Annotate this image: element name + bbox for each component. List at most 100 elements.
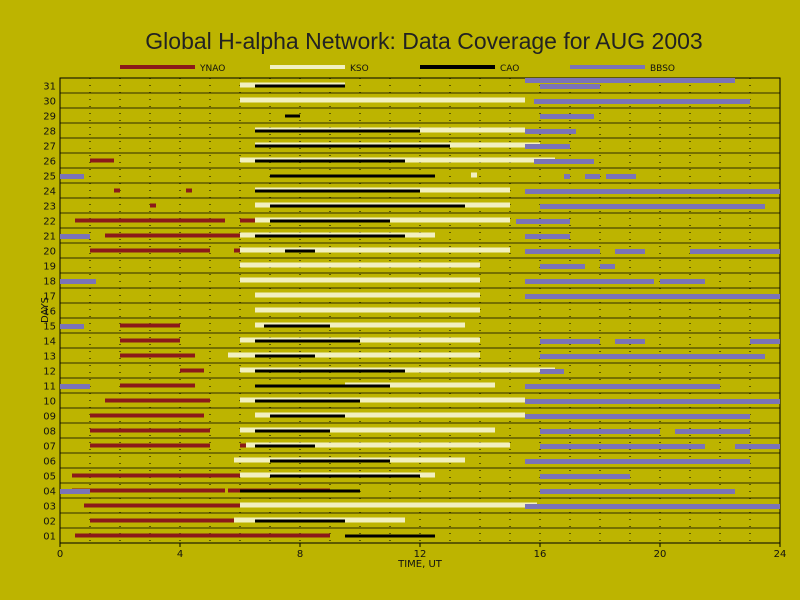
coverage-bar-bbso [540, 489, 735, 494]
coverage-bar-bbso [540, 204, 765, 209]
coverage-bar-ynao [105, 233, 240, 238]
coverage-bar-bbso [525, 249, 600, 254]
coverage-bar-cao [270, 204, 465, 208]
x-tick-label: 4 [177, 549, 183, 560]
coverage-bar-bbso [525, 414, 750, 419]
coverage-bar-bbso [525, 144, 570, 149]
coverage-bar-bbso [540, 369, 564, 374]
coverage-bar-cao [270, 174, 435, 178]
coverage-bar-bbso [60, 279, 96, 284]
x-tick-label: 12 [414, 549, 427, 560]
coverage-bar-kso [240, 97, 525, 103]
coverage-bar-kso [255, 292, 480, 298]
coverage-bar-cao [270, 219, 390, 223]
coverage-bar-ynao [90, 428, 210, 433]
coverage-bar-cao [255, 399, 360, 403]
coverage-bar-cao [270, 459, 390, 463]
y-tick-label: 06 [43, 457, 56, 468]
y-tick-label: 20 [43, 247, 56, 258]
y-tick-label: 11 [43, 382, 56, 393]
y-axis-ticks: 01 02 03 04 05 06 07 08 09 10 11 12 13 14 15 16 17 18 19 20… [43, 82, 56, 543]
legend-label-ynao: YNAO [199, 64, 225, 74]
coverage-bar-bbso [525, 189, 780, 194]
legend-label-bbso: BBSO [650, 64, 675, 74]
coverage-bar-cao [240, 489, 360, 493]
coverage-bar-bbso [534, 159, 594, 164]
coverage-bar-ynao [120, 323, 180, 328]
coverage-bar-kso [255, 412, 525, 418]
legend-swatch-ynao [120, 65, 195, 69]
coverage-bar-cao [255, 354, 315, 358]
coverage-bar-bbso [540, 354, 765, 359]
coverage-bar-cao [285, 114, 300, 118]
legend-swatch-kso [270, 65, 345, 69]
coverage-bar-cao [255, 129, 420, 133]
coverage-bar-ynao [75, 218, 225, 223]
coverage-bar-bbso [540, 264, 585, 269]
y-tick-label: 30 [43, 97, 56, 108]
coverage-bar-ynao [120, 353, 195, 358]
coverage-bar-bbso [540, 339, 600, 344]
coverage-bar-bbso [750, 339, 780, 344]
coverage-bar-cao [255, 159, 405, 163]
coverage-bar-cao [255, 444, 315, 448]
coverage-bars [60, 78, 780, 538]
coverage-bar-cao [255, 189, 420, 193]
coverage-bar-bbso [735, 444, 780, 449]
y-tick-label: 01 [43, 532, 56, 543]
coverage-bar-bbso [606, 174, 636, 179]
legend-swatch-bbso [570, 65, 645, 69]
y-tick-label: 28 [43, 127, 56, 138]
y-tick-label: 12 [43, 367, 56, 378]
coverage-bar-cao [270, 474, 420, 478]
y-axis-label: DAYS [40, 297, 51, 323]
coverage-bar-bbso [540, 474, 630, 479]
y-tick-label: 14 [43, 337, 56, 348]
coverage-bar-bbso [525, 129, 576, 134]
y-tick-label: 18 [43, 277, 56, 288]
coverage-bar-bbso [525, 294, 780, 299]
x-axis-label: TIME, UT [397, 559, 443, 570]
coverage-bar-ynao [90, 158, 114, 163]
coverage-bar-bbso [516, 219, 570, 224]
coverage-bar-bbso [540, 444, 705, 449]
coverage-bar-bbso [540, 84, 600, 89]
y-tick-label: 16 [43, 307, 56, 318]
x-tick-label: 24 [774, 549, 787, 560]
x-tick-label: 8 [297, 549, 303, 560]
coverage-bar-bbso [525, 234, 570, 239]
coverage-bar-kso [240, 262, 480, 268]
coverage-bar-bbso [60, 384, 90, 389]
x-tick-label: 20 [654, 549, 667, 560]
coverage-bar-cao [264, 324, 330, 328]
coverage-bar-cao [270, 414, 345, 418]
coverage-bar-bbso [540, 429, 660, 434]
y-tick-label: 23 [43, 202, 56, 213]
y-tick-label: 24 [43, 187, 56, 198]
coverage-bar-cao [255, 84, 345, 88]
coverage-bar-bbso [585, 174, 600, 179]
legend-label-cao: CAO [500, 64, 519, 74]
coverage-bar-bbso [60, 174, 84, 179]
coverage-bar-ynao [150, 203, 156, 208]
coverage-bar-ynao [72, 488, 225, 493]
coverage-bar-bbso [600, 264, 615, 269]
coverage-bar-ynao [84, 503, 240, 508]
coverage-bar-ynao [120, 338, 180, 343]
y-tick-label: 10 [43, 397, 56, 408]
coverage-bar-bbso [525, 399, 780, 404]
coverage-bar-ynao [90, 518, 234, 523]
coverage-bar-kso [240, 247, 510, 253]
coverage-bar-ynao [120, 383, 195, 388]
coverage-bar-cao [345, 534, 435, 538]
coverage-bar-bbso [60, 324, 84, 329]
coverage-bar-cao [255, 369, 405, 373]
coverage-bar-ynao [186, 188, 192, 193]
y-tick-label: 13 [43, 352, 56, 363]
y-tick-label: 07 [43, 442, 56, 453]
coverage-bar-bbso [675, 429, 750, 434]
y-tick-label: 22 [43, 217, 56, 228]
coverage-bar-ynao [90, 413, 204, 418]
y-tick-label: 08 [43, 427, 56, 438]
